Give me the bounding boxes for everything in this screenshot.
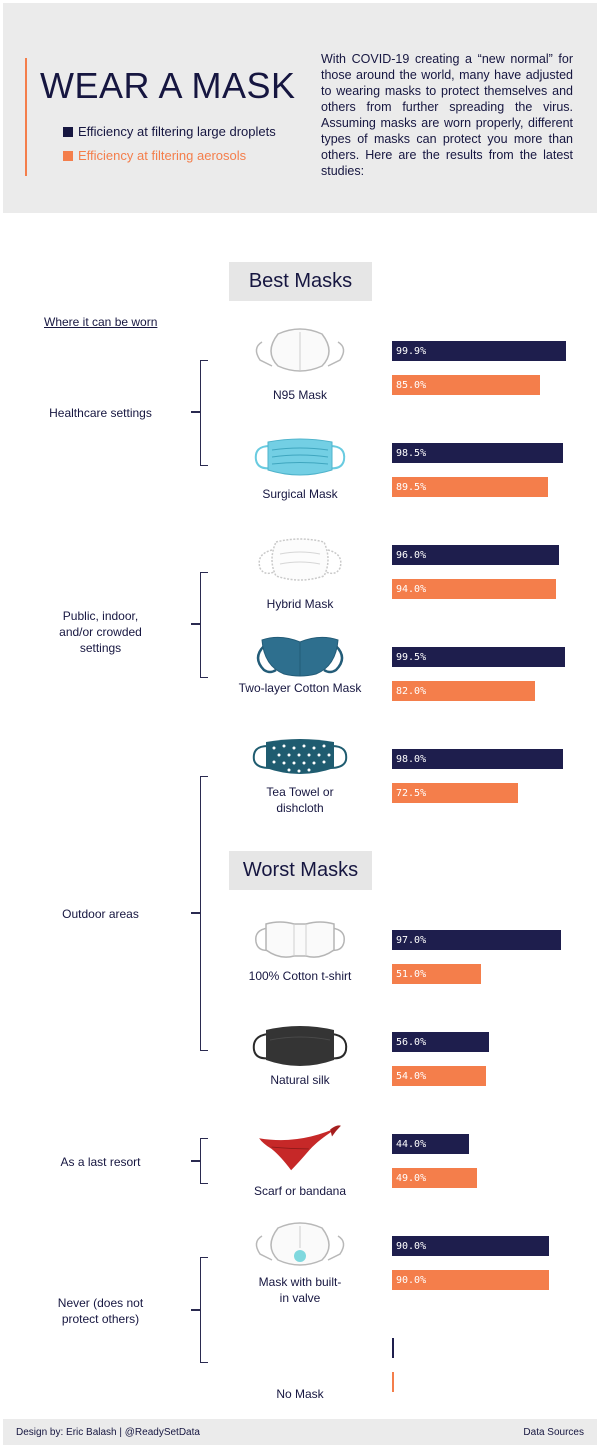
droplet-bar-natural-silk: 56.0% [392, 1032, 490, 1052]
header-accent-line [25, 58, 27, 176]
mask-label-tea-towel: Tea Towel or dishcloth [266, 785, 334, 815]
droplet-value-label: 56.0% [396, 1036, 427, 1048]
bracket-tick-public [191, 623, 200, 625]
aerosol-bar-hybrid-mask: 94.0% [392, 579, 556, 599]
hybrid-mask-icon [258, 538, 342, 581]
legend-label-aerosols: Efficiency at filtering aerosols [78, 148, 247, 163]
tea-towel-mask-icon [252, 739, 348, 774]
aerosol-value-label: 85.0% [396, 379, 427, 391]
aerosol-bar-no-mask [392, 1372, 394, 1392]
aerosol-value-label: 89.5% [396, 481, 427, 493]
droplet-value-label: 98.5% [396, 447, 427, 459]
legend-item-aerosols: Efficiency at filtering aerosols [63, 148, 246, 163]
droplet-bar-n95-mask: 99.9% [392, 341, 566, 361]
droplet-bar-scarf-or-bandana: 44.0% [392, 1134, 469, 1154]
aerosol-value-label: 54.0% [396, 1070, 427, 1082]
group-label-never: Never (does not protect others) [57, 1296, 144, 1326]
droplet-bar-surgical-mask: 98.5% [392, 443, 564, 463]
worst-masks-heading: Worst Masks [229, 851, 372, 890]
legend-swatch-droplets [63, 126, 73, 137]
droplet-value-label: 99.5% [396, 651, 427, 663]
mask-label-surgical: Surgical Mask [262, 487, 338, 501]
valve-mask-icon [255, 1222, 345, 1266]
aerosol-bar-mask-with-built-in-valve: 90.0% [392, 1270, 549, 1290]
design-credit: Design by: Eric Balash | @ReadySetData [16, 1426, 200, 1438]
cotton-mask-icon [256, 636, 344, 677]
bracket-never [200, 1257, 208, 1363]
aerosol-bar-natural-silk: 54.0% [392, 1066, 486, 1086]
bandana-icon [259, 1125, 341, 1171]
footer: Design by: Eric Balash | @ReadySetData D… [3, 1419, 597, 1445]
droplet-value-label: 97.0% [396, 934, 427, 946]
droplet-bar-mask-with-built-in-valve: 90.0% [392, 1236, 549, 1256]
mask-label-n95: N95 Mask [272, 388, 328, 402]
droplet-value-label: 90.0% [396, 1240, 427, 1252]
bracket-tick-last-resort [191, 1160, 200, 1162]
group-label-public: Public, indoor, and/or crowded settings [59, 609, 142, 655]
mask-label-hybrid: Hybrid Mask [266, 597, 334, 611]
where-worn-heading: Where it can be worn [44, 315, 158, 329]
page-title: WEAR A MASK [40, 65, 296, 106]
aerosol-bar-surgical-mask: 89.5% [392, 477, 548, 497]
mask-label-tshirt: 100% Cotton t-shirt [248, 969, 352, 983]
bracket-healthcare [200, 360, 208, 466]
droplet-bar-hybrid-mask: 96.0% [392, 545, 560, 565]
bracket-tick-healthcare [191, 411, 200, 413]
droplet-value-label: 99.9% [396, 345, 427, 357]
aerosol-bar-scarf-or-bandana: 49.0% [392, 1168, 478, 1188]
best-masks-heading: Best Masks [229, 262, 372, 301]
mask-label-silk: Natural silk [270, 1073, 330, 1087]
aerosol-bar-n95-mask: 85.0% [392, 375, 540, 395]
bracket-outdoor [200, 776, 208, 1051]
legend-swatch-aerosols [63, 150, 73, 161]
aerosol-value-label: 82.0% [396, 685, 427, 697]
droplet-value-label: 96.0% [396, 549, 427, 561]
mask-label-valve: Mask with built-in valve [258, 1275, 342, 1305]
bracket-tick-never [191, 1309, 200, 1311]
group-label-last-resort: As a last resort [60, 1155, 141, 1169]
intro-text: With COVID-19 creating a “new normal” fo… [321, 52, 573, 178]
droplet-bar-100-cotton-t-shirt: 97.0% [392, 930, 561, 950]
aerosol-value-label: 49.0% [396, 1172, 427, 1184]
n95-mask-icon [255, 328, 345, 372]
group-label-healthcare: Healthcare settings [49, 406, 152, 420]
droplet-bar-tea-towel-or-dishcloth: 98.0% [392, 749, 563, 769]
aerosol-bar-two-layer-cotton-mask: 82.0% [392, 681, 535, 701]
legend-label-droplets: Efficiency at filtering large droplets [78, 124, 276, 139]
aerosol-value-label: 72.5% [396, 787, 427, 799]
aerosol-bar-tea-towel-or-dishcloth: 72.5% [392, 783, 519, 803]
bracket-tick-outdoor [191, 912, 200, 914]
mask-label-no-mask: No Mask [276, 1387, 324, 1401]
droplet-value-label: 44.0% [396, 1138, 427, 1150]
mask-label-bandana: Scarf or bandana [253, 1184, 347, 1198]
bracket-last-resort [200, 1138, 208, 1184]
header-panel: WEAR A MASK Efficiency at filtering larg… [3, 3, 597, 213]
aerosol-value-label: 51.0% [396, 968, 427, 980]
droplet-value-label: 98.0% [396, 753, 427, 765]
droplet-bar-no-mask [392, 1338, 394, 1358]
surgical-mask-icon [254, 438, 346, 476]
bracket-public [200, 572, 208, 678]
aerosol-value-label: 90.0% [396, 1274, 427, 1286]
tshirt-mask-icon [255, 921, 345, 958]
aerosol-bar-100-cotton-t-shirt: 51.0% [392, 964, 481, 984]
silk-mask-icon [252, 1026, 348, 1066]
legend-item-droplets: Efficiency at filtering large droplets [63, 124, 276, 139]
group-label-outdoor: Outdoor areas [62, 907, 139, 921]
aerosol-value-label: 94.0% [396, 583, 427, 595]
droplet-bar-two-layer-cotton-mask: 99.5% [392, 647, 566, 667]
mask-label-cotton: Two-layer Cotton Mask [238, 681, 362, 695]
data-sources-link[interactable]: Data Sources [523, 1426, 584, 1438]
